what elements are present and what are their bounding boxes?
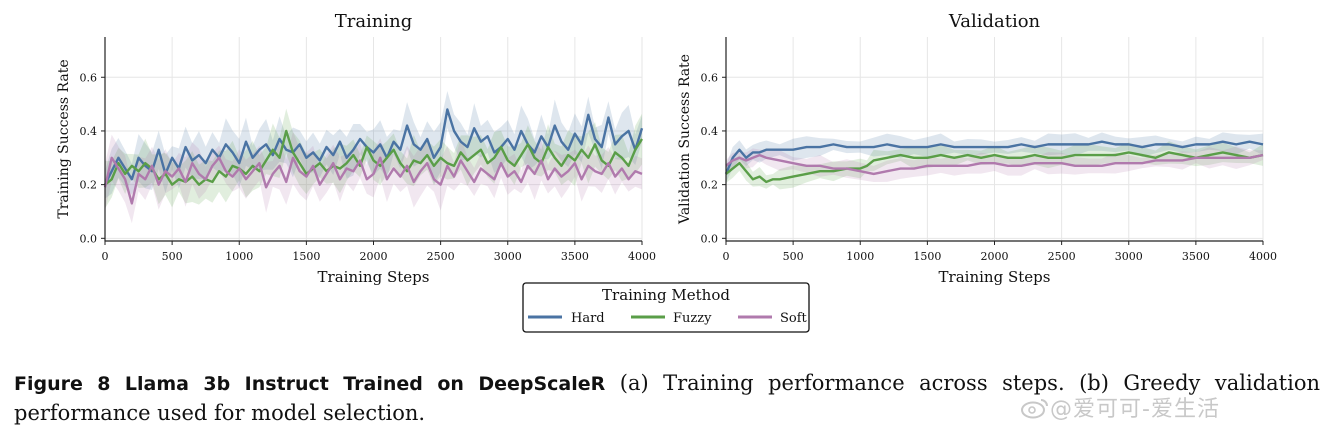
legend: Training Method Hard Fuzzy Soft	[522, 282, 810, 333]
training-y-label: Training Success Rate	[56, 59, 72, 218]
validation-x-tick-label: 0	[723, 250, 730, 263]
training-y-tick-label: 0.4	[80, 125, 98, 138]
validation-x-tick-label: 1000	[846, 250, 874, 263]
validation-y-tick-label: 0.0	[701, 232, 719, 245]
validation-x-tick-label: 3500	[1182, 250, 1210, 263]
training-y-tick-label: 0.0	[80, 232, 98, 245]
training-band-hard	[105, 90, 642, 199]
training-x-label: Training Steps	[318, 268, 430, 286]
validation-panel: 0 500 1000 1500 2000 2500 3000 3500 4000 0.0 0.2 0.…	[677, 11, 1277, 286]
legend-title: Training Method	[602, 286, 730, 304]
training-x-tick-label: 1000	[225, 250, 253, 263]
validation-x-tick-label: 500	[783, 250, 804, 263]
training-title: Training	[335, 11, 413, 32]
training-x-tick-label: 4000	[628, 250, 656, 263]
figure-caption: Figure 8 Llama 3b Instruct Trained on De…	[14, 369, 1320, 428]
watermark: @爱可可-爱生活	[1020, 391, 1220, 423]
validation-y-tick-label: 0.6	[701, 71, 719, 84]
watermark-text: @爱可可-爱生活	[1050, 397, 1220, 422]
training-x-tick-label: 3000	[494, 250, 522, 263]
validation-line-soft	[725, 153, 1264, 176]
legend-label-fuzzy: Fuzzy	[673, 311, 712, 326]
legend-box	[522, 282, 810, 333]
validation-x-tick-label: 2500	[1048, 250, 1076, 263]
validation-y-tick-label: 0.2	[701, 179, 719, 192]
training-line-fuzzy	[104, 129, 644, 186]
legend-label-hard: Hard	[571, 311, 605, 326]
validation-line-hard	[724, 140, 1264, 175]
validation-x-label: Training Steps	[939, 268, 1051, 286]
training-band-soft	[105, 131, 642, 224]
validation-x-tick-label: 3000	[1115, 250, 1143, 263]
training-x-tick-label: 0	[102, 250, 109, 263]
caption-label: Figure 8 Llama 3b Instruct Trained on De…	[14, 373, 606, 395]
validation-x-tick-label: 1500	[913, 250, 941, 263]
validation-y-label: Validation Success Rate	[677, 54, 693, 225]
training-line-soft	[103, 156, 643, 205]
weibo-icon	[1021, 399, 1048, 419]
validation-title: Validation	[948, 11, 1041, 32]
training-y-tick-label: 0.6	[80, 71, 98, 84]
training-x-tick-label: 500	[162, 250, 183, 263]
figure: 0 500 1000 1500 2000 2500 3000 3500 4000 0.0 0.2 0.…	[56, 11, 1277, 333]
training-panel: 0 500 1000 1500 2000 2500 3000 3500 4000 0.0 0.2 0.…	[56, 11, 656, 286]
validation-x-tick-label: 2000	[981, 250, 1009, 263]
training-x-tick-label: 3500	[561, 250, 589, 263]
training-line-hard	[103, 108, 644, 186]
training-x-tick-label: 1500	[292, 250, 320, 263]
validation-x-tick-label: 4000	[1249, 250, 1277, 263]
training-y-tick-label: 0.2	[80, 179, 98, 192]
caption-text: (a) Training performance across steps. (…	[14, 371, 1320, 425]
validation-line-fuzzy	[725, 151, 1264, 184]
training-x-tick-label: 2000	[360, 250, 388, 263]
validation-y-tick-label: 0.4	[701, 125, 719, 138]
training-x-tick-label: 2500	[427, 250, 455, 263]
legend-label-soft: Soft	[780, 311, 808, 326]
